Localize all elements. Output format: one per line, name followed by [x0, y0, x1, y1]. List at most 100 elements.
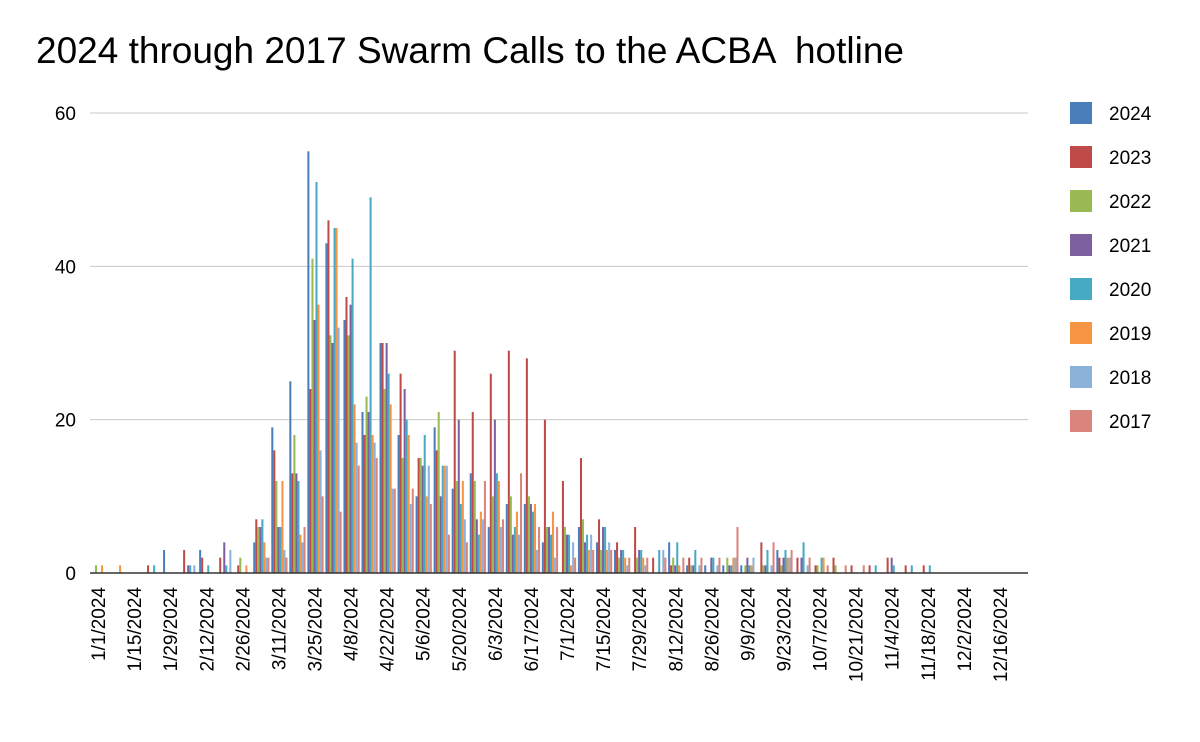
bar-2024: [289, 381, 292, 573]
bar-2023: [219, 557, 222, 573]
bar-2021: [367, 412, 370, 573]
bar-2018: [662, 550, 665, 573]
bar-2018: [193, 565, 196, 573]
bar-2023: [345, 297, 348, 573]
bar-2020: [910, 565, 913, 573]
legend-swatch: [1070, 146, 1092, 168]
bar-2019: [425, 496, 428, 573]
bar-2020: [279, 527, 282, 573]
bar-2021: [620, 550, 623, 573]
bar-2022: [239, 557, 242, 573]
bar-2022: [257, 527, 260, 573]
bar-2023: [273, 450, 276, 573]
bar-2023: [327, 220, 330, 573]
legend-item-2024[interactable]: 2024: [1070, 102, 1152, 125]
chart-title: 2024 through 2017 Swarm Calls to the ACB…: [36, 30, 904, 71]
bar-2019: [353, 404, 356, 573]
x-tick-label: 12/2/2024: [955, 587, 976, 672]
legend-swatch: [1070, 190, 1092, 212]
bar-2018: [391, 488, 394, 573]
bar-2021: [565, 534, 569, 573]
bar-2023: [904, 565, 907, 573]
bar-2022: [744, 565, 747, 573]
bar-2020: [712, 557, 715, 573]
legend-item-2021[interactable]: 2021: [1070, 234, 1151, 257]
legend-swatch: [1070, 234, 1092, 256]
bar-2019: [263, 542, 266, 573]
bar-2018: [481, 519, 484, 573]
bar-2017: [574, 557, 577, 573]
bar-2017: [592, 550, 595, 573]
bar-2017: [303, 527, 306, 573]
x-tick-label: 5/20/2024: [450, 587, 471, 672]
bar-2018: [698, 565, 701, 573]
legend-label: 2024: [1109, 104, 1152, 125]
bar-2024: [686, 565, 689, 573]
bar-2018: [283, 550, 286, 573]
legend-item-2023[interactable]: 2023: [1070, 146, 1151, 169]
x-tick-label: 12/16/2024: [991, 587, 1012, 683]
bar-2020: [784, 550, 787, 573]
bar-2021: [385, 343, 388, 573]
bar-2023: [381, 343, 384, 573]
bar-2024: [361, 412, 364, 573]
bar-2019: [299, 534, 302, 573]
legend-item-2022[interactable]: 2022: [1070, 190, 1151, 213]
bar-2023: [147, 565, 150, 573]
bar-2019: [407, 435, 410, 573]
bar-2017: [267, 557, 270, 573]
bar-2017: [628, 557, 631, 573]
bar-2017: [790, 550, 793, 573]
bar-2018: [806, 565, 809, 573]
bar-2021: [223, 542, 226, 573]
legend-swatch: [1070, 410, 1092, 432]
bar-2018: [734, 557, 737, 573]
legend-item-2018[interactable]: 2018: [1070, 366, 1151, 389]
bar-2022: [419, 458, 422, 573]
x-tick-label: 5/6/2024: [414, 587, 435, 661]
bar-2022: [509, 496, 512, 573]
bar-2019: [479, 511, 482, 573]
bar-2021: [782, 557, 785, 573]
legend-label: 2017: [1109, 412, 1151, 433]
bar-2022: [780, 565, 783, 573]
bar-2022: [94, 565, 97, 573]
bar-2024: [397, 435, 400, 573]
bar-2017: [339, 511, 342, 573]
bar-2018: [626, 565, 629, 573]
bar-2022: [527, 496, 530, 573]
bar-2018: [337, 327, 340, 573]
bar-2024: [325, 243, 328, 573]
bar-2021: [457, 419, 460, 573]
bar-2024: [704, 565, 707, 573]
bar-2019: [678, 565, 681, 573]
bar-2020: [315, 182, 318, 573]
bar-2021: [764, 565, 767, 573]
legend[interactable]: 2024 2023 2022 2021 2020 2019 2018 2017: [1070, 102, 1152, 433]
bar-2020: [351, 258, 354, 573]
bar-2017: [519, 473, 523, 573]
bar-2021: [728, 565, 731, 573]
bar-2024: [740, 565, 743, 573]
bar-2017: [465, 542, 468, 573]
legend-item-2017[interactable]: 2017: [1070, 410, 1151, 433]
bar-2021: [547, 527, 550, 573]
x-tick-label: 2/12/2024: [197, 587, 218, 672]
x-tick-label: 1/29/2024: [161, 587, 182, 672]
bar-2017: [501, 519, 504, 573]
bar-2023: [237, 565, 240, 573]
bar-2024: [253, 542, 256, 573]
x-tick-label: 6/17/2024: [522, 587, 543, 672]
bar-2020: [766, 550, 769, 573]
legend-item-2019[interactable]: 2019: [1070, 322, 1151, 345]
bar-2017: [556, 527, 559, 573]
bar-2021: [674, 565, 677, 573]
legend-label: 2019: [1109, 324, 1151, 345]
bar-2022: [816, 565, 819, 573]
x-tick-label: 9/9/2024: [738, 587, 759, 661]
bar-2023: [489, 373, 492, 573]
bar-2021: [313, 320, 316, 573]
legend-item-2020[interactable]: 2020: [1070, 278, 1151, 301]
bar-2024: [415, 496, 418, 573]
bar-2023: [886, 557, 889, 573]
